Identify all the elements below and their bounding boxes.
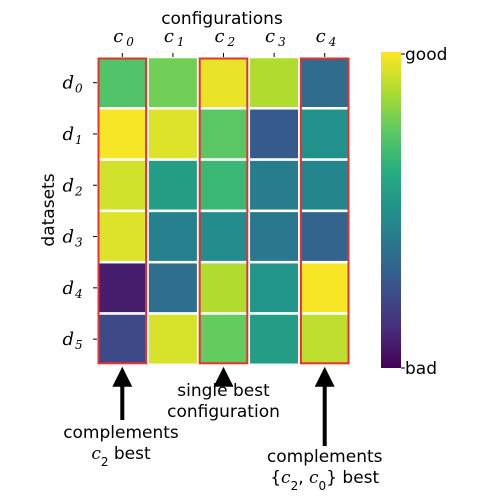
heatmap-cell-d3-c3	[247, 209, 301, 264]
y-tick-label-1: d	[62, 124, 74, 145]
heatmap-cell-d2-c0	[95, 158, 149, 213]
x-tick-label-2: c	[214, 26, 224, 47]
heatmap-cell-d3-c2	[196, 209, 251, 264]
heatmap-cell-d0-c4	[298, 55, 352, 110]
heatmap-cell-d2-c2	[196, 158, 251, 213]
x-tick-label-3: c	[265, 26, 275, 47]
y-tick-sub-0: 0	[75, 82, 83, 96]
heatmap-cell-d1-c1	[146, 107, 200, 161]
heatmap-cell-d5-c1	[146, 312, 200, 367]
highlight-column-2	[198, 57, 249, 365]
heatmap-cell-d0-c2	[196, 55, 251, 110]
x-tick-label-0: c	[113, 26, 123, 47]
colorbar: good bad	[381, 45, 447, 379]
heatmap-cell-d3-c1	[146, 209, 200, 264]
heatmap-cell-d1-c3	[247, 107, 301, 161]
heatmap-cell-d4-c1	[146, 260, 200, 315]
x-tick-label-1: c	[164, 26, 174, 47]
y-tick-sub-5: 5	[75, 338, 83, 352]
annotation-0-line-0: complements	[63, 423, 179, 443]
y-tick-sub-2: 2	[74, 184, 83, 198]
heatmap-cell-d2-c1	[146, 158, 200, 213]
annotation-0-line-1: c2 best	[91, 444, 151, 469]
heatmap-cell-d0-c1	[146, 55, 200, 110]
heatmap-cell-d4-c3	[247, 260, 301, 315]
colorbar-min-label: bad	[405, 359, 437, 379]
x-tick-sub-0: 0	[126, 35, 134, 49]
annotation-2-line-1: {c2, c0} best	[270, 468, 379, 493]
y-tick-sub-4: 4	[74, 287, 83, 301]
y-tick-label-3: d	[62, 227, 74, 248]
heatmap-cell-d5-c0	[95, 312, 149, 367]
heatmap-cell-d1-c4	[298, 107, 352, 161]
heatmap-cell-d1-c2	[196, 107, 251, 161]
annotation-1-line-1: configuration	[167, 402, 280, 422]
heatmap-cell-d4-c4	[298, 260, 352, 315]
y-tick-labels: d 0d 1d 2d 3d 4d 5	[62, 73, 97, 352]
annotation-2-line-0: complements	[267, 447, 383, 467]
x-axis-label: configurations	[161, 9, 283, 29]
annotation-1-line-0: single best	[177, 381, 270, 401]
heatmap-cell-d5-c3	[247, 312, 301, 367]
heatmap-cells	[95, 55, 352, 367]
highlight-column-0	[97, 57, 148, 365]
heatmap-cell-d3-c4	[298, 209, 352, 264]
x-tick-label-4: c	[316, 26, 326, 47]
y-tick-label-5: d	[62, 329, 74, 350]
heatmap-cell-d4-c0	[95, 260, 149, 315]
y-tick-label-0: d	[62, 73, 74, 94]
heatmap-cell-d0-c0	[95, 55, 149, 110]
heatmap-cell-d4-c2	[196, 260, 251, 315]
y-axis-label: datasets	[39, 173, 59, 246]
colorbar-max-label: good	[405, 45, 447, 65]
y-tick-sub-3: 3	[75, 236, 83, 250]
column-highlights	[97, 57, 350, 365]
colorbar-gradient	[381, 52, 401, 368]
heatmap-cell-d5-c4	[298, 312, 352, 367]
x-tick-sub-4: 4	[328, 35, 337, 49]
heatmap-cell-d2-c3	[247, 158, 301, 213]
x-tick-sub-2: 2	[227, 35, 236, 49]
y-tick-sub-1: 1	[75, 133, 83, 147]
x-tick-sub-3: 3	[278, 35, 286, 49]
heatmap-cell-d2-c4	[298, 158, 352, 213]
heatmap-cell-d5-c2	[196, 312, 251, 367]
y-tick-label-4: d	[62, 278, 74, 299]
heatmap-cell-d3-c0	[95, 209, 149, 264]
y-tick-label-2: d	[62, 175, 74, 196]
x-tick-sub-1: 1	[177, 35, 185, 49]
heatmap-cell-d1-c0	[95, 107, 149, 161]
highlight-column-4	[299, 57, 350, 365]
heatmap-cell-d0-c3	[247, 55, 301, 110]
